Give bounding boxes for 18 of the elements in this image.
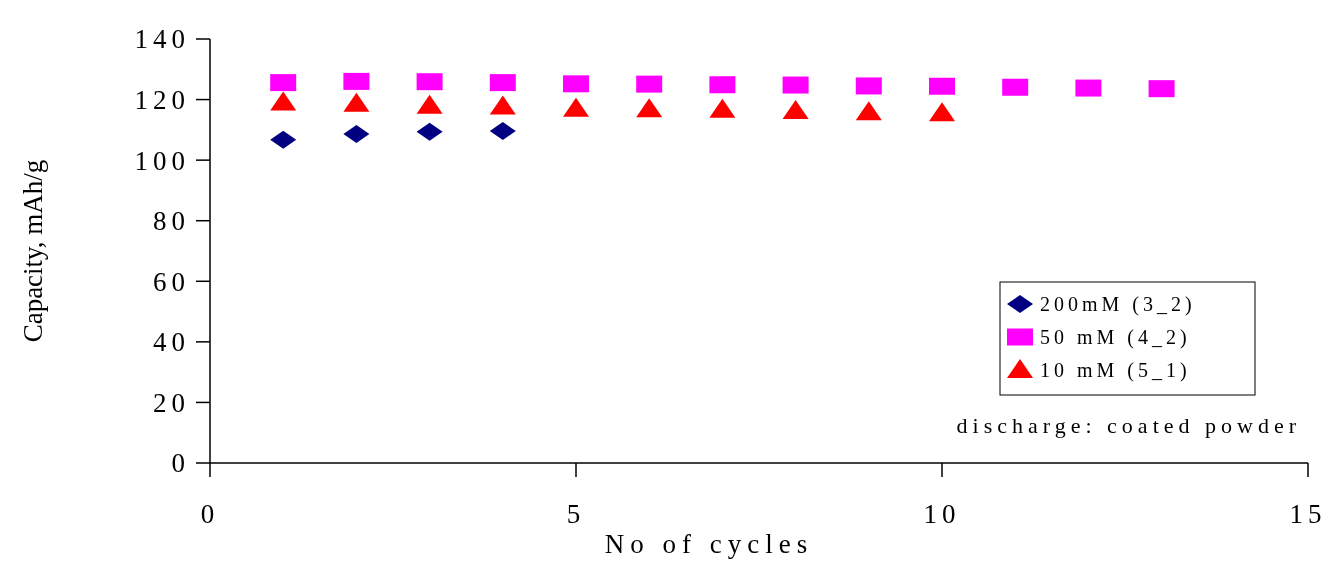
- x-tick-label: 0: [200, 499, 220, 529]
- y-tick-label: 140: [134, 24, 190, 55]
- y-tick-label: 40: [153, 327, 190, 358]
- y-tick-label: 80: [153, 206, 190, 237]
- y-tick-label: 0: [171, 448, 190, 479]
- legend-label: 50 mM (4_2): [1040, 326, 1191, 349]
- y-axis-title: Capacity, mAh/g: [18, 159, 48, 343]
- annotation: discharge: coated powder: [956, 413, 1301, 438]
- y-tick-label: 100: [134, 145, 190, 176]
- legend-label: 200mM (3_2): [1040, 293, 1196, 316]
- x-tick-label: 10: [923, 499, 961, 529]
- x-tick-label: 5: [566, 499, 586, 529]
- y-tick-label: 60: [153, 266, 190, 297]
- y-tick-label: 120: [134, 85, 190, 116]
- x-tick-label: 15: [1289, 499, 1327, 529]
- x-axis-title: No of cycles: [604, 529, 814, 559]
- legend-label: 10 mM (5_1): [1040, 359, 1191, 382]
- y-tick-label: 20: [153, 387, 190, 418]
